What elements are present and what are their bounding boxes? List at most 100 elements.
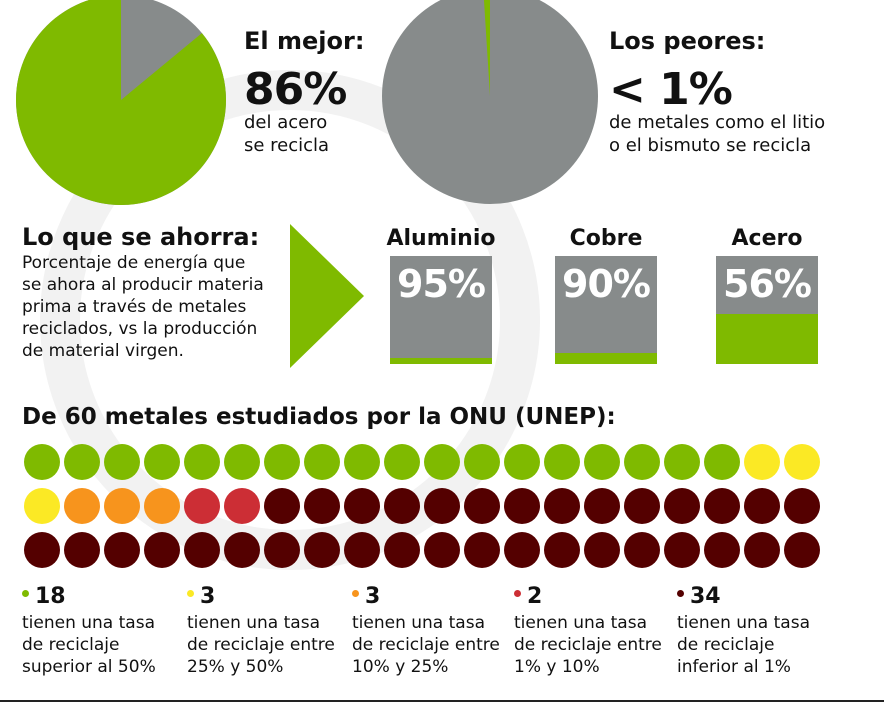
metal-dot-maroon xyxy=(264,488,300,524)
metal-dot-green xyxy=(544,444,580,480)
bar-value-acero: 56% xyxy=(723,262,812,306)
best-pie-chart xyxy=(16,0,226,205)
legend-desc-line: tienen una tasa xyxy=(677,613,810,633)
savings-desc-line: reciclados, vs la producción xyxy=(22,319,258,340)
metal-dot-green xyxy=(504,444,540,480)
metal-dot-maroon xyxy=(544,532,580,568)
legend-group-1: 18 tienen una tasa de reciclaje superior a… xyxy=(22,586,192,678)
legend-desc-line: tienen una tasa xyxy=(22,613,155,633)
best-value: 86% xyxy=(244,64,347,115)
metal-dot-red xyxy=(224,488,260,524)
metal-dot-maroon xyxy=(104,532,140,568)
legend-count: 3 xyxy=(365,584,381,609)
metal-dot-green xyxy=(344,444,380,480)
legend-desc-line: de reciclaje xyxy=(22,635,120,656)
metal-dot-maroon xyxy=(464,488,500,524)
metal-dot-green xyxy=(664,444,700,480)
worst-desc-line: o el bismuto se recicla xyxy=(609,134,812,156)
savings-desc-line: prima a través de metales xyxy=(22,297,247,318)
legend-group-5: 34 tienen una tasa de reciclaje inferior a… xyxy=(677,586,847,678)
worst-pie-background xyxy=(382,0,598,204)
metal-dot-maroon xyxy=(584,488,620,524)
metal-dot-orange xyxy=(64,488,100,524)
metal-dot-maroon xyxy=(504,532,540,568)
metal-dot-maroon xyxy=(344,488,380,524)
bar-fill-cobre xyxy=(555,352,657,364)
metal-dot-green xyxy=(264,444,300,480)
best-desc-line: del acero xyxy=(244,112,328,133)
worst-desc-line: de metales como el litio xyxy=(609,112,826,133)
legend-count: 3 xyxy=(200,584,216,609)
metal-dot-green xyxy=(184,444,220,480)
legend-bullet-green xyxy=(22,589,29,597)
bar-acero: 56% xyxy=(716,256,818,364)
metal-dot-maroon xyxy=(424,488,460,524)
legend-desc-line: de reciclaje entre xyxy=(187,635,335,656)
legend-bullet-maroon xyxy=(677,589,684,597)
legend-count: 34 xyxy=(690,584,721,609)
legend-group-3: 3 tienen una tasa de reciclaje entre 10% y… xyxy=(352,586,522,678)
bar-label-aluminio: Aluminio xyxy=(386,226,496,251)
legend-group-2: 3 tienen una tasa de reciclaje entre 25% y… xyxy=(187,586,357,678)
legend-desc-line: 10% y 25% xyxy=(352,657,449,678)
metal-dot-maroon xyxy=(504,488,540,524)
metal-dot-maroon xyxy=(384,488,420,524)
metal-dot-maroon xyxy=(664,532,700,568)
metal-dot-maroon xyxy=(304,532,340,568)
bottom-divider xyxy=(0,700,884,702)
legend-desc-line: de reciclaje xyxy=(677,635,775,656)
metal-dot-green xyxy=(144,444,180,480)
savings-title: Lo que se ahorra: xyxy=(22,223,260,251)
metal-dot-maroon xyxy=(704,488,740,524)
metal-dot-maroon xyxy=(624,488,660,524)
worst-pie-chart xyxy=(382,0,598,204)
metal-dot-maroon xyxy=(784,532,820,568)
metal-dot-green xyxy=(104,444,140,480)
metal-dot-maroon xyxy=(224,532,260,568)
bar-fill-aluminio xyxy=(390,358,492,364)
metal-dot-yellow xyxy=(24,488,60,524)
metal-dot-maroon xyxy=(64,532,100,568)
worst-description: de metales como el litio o el bismuto se… xyxy=(609,112,825,157)
worst-title: Los peores: xyxy=(609,27,766,55)
legend-desc-line: de reciclaje entre xyxy=(352,635,500,656)
metal-dot-orange xyxy=(144,488,180,524)
metal-dot-maroon xyxy=(424,532,460,568)
metal-dot-maroon xyxy=(144,532,180,568)
metal-dot-yellow xyxy=(744,444,780,480)
worst-value: < 1% xyxy=(609,64,733,115)
bar-value-cobre: 90% xyxy=(562,262,651,306)
metal-dot-red xyxy=(184,488,220,524)
metals-title: De 60 metales estudiados por la ONU (UNE… xyxy=(22,404,616,430)
savings-desc-line: de material virgen. xyxy=(22,341,184,362)
bar-fill-acero xyxy=(716,314,818,364)
legend-desc-line: 1% y 10% xyxy=(514,657,600,678)
best-desc-line: se recicla xyxy=(244,134,330,156)
metal-dot-green xyxy=(304,444,340,480)
bar-label-acero: Acero xyxy=(731,226,803,251)
savings-description: Porcentaje de energía que se ahora al pr… xyxy=(22,252,264,362)
bar-value-aluminio: 95% xyxy=(397,262,486,306)
savings-desc-line: Porcentaje de energía que xyxy=(22,253,246,273)
legend-group-4: 2 tienen una tasa de reciclaje entre 1% y … xyxy=(514,586,684,678)
metal-dot-green xyxy=(224,444,260,480)
bar-aluminio: 95% xyxy=(390,256,492,364)
legend-desc-line: tienen una tasa xyxy=(514,613,647,633)
legend-desc-line: tienen una tasa xyxy=(187,613,320,633)
legend-desc-line: tienen una tasa xyxy=(352,613,485,633)
metal-dot-maroon xyxy=(744,532,780,568)
best-pie-slice-recycled xyxy=(16,0,226,205)
worst-pie-slice-recycled xyxy=(483,0,490,96)
metal-dot-green xyxy=(24,444,60,480)
metal-dot-maroon xyxy=(744,488,780,524)
best-description: del acero se recicla xyxy=(244,112,329,157)
legend-count: 2 xyxy=(527,584,543,609)
arrow-right-icon xyxy=(290,224,364,368)
legend-desc-line: superior al 50% xyxy=(22,657,156,678)
metal-dot-maroon xyxy=(784,488,820,524)
legend-bullet-red xyxy=(514,589,521,597)
metal-dot-maroon xyxy=(544,488,580,524)
metal-dot-maroon xyxy=(704,532,740,568)
metal-dot-yellow xyxy=(784,444,820,480)
savings-desc-line: se ahora al producir materia xyxy=(22,275,264,296)
